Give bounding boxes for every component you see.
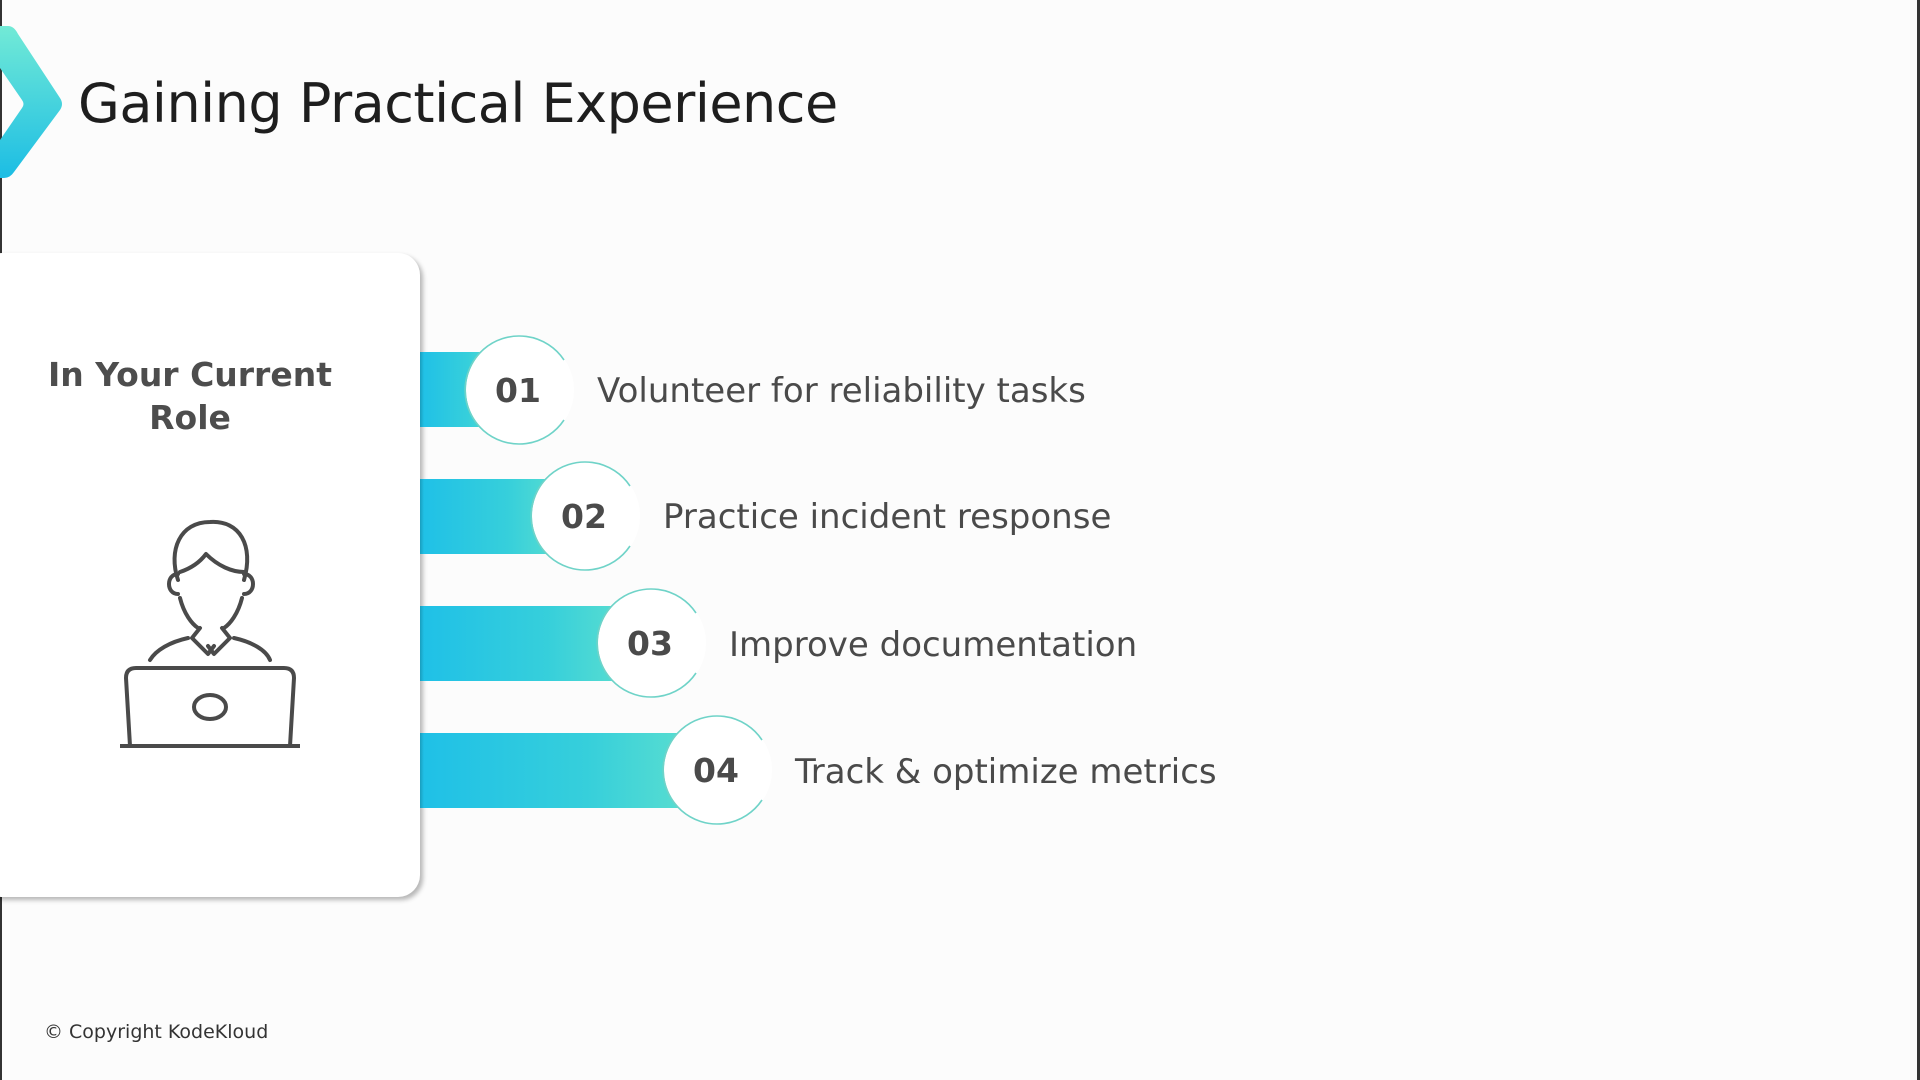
person-at-laptop-icon [120,519,300,750]
item-number-badge-01: 01 [464,335,574,445]
circle-outline-icon [596,588,697,698]
item-number-badge-02: 02 [530,461,640,571]
item-number-badge-04: 04 [662,715,772,825]
item-bar-04 [420,733,698,808]
circle-outline-icon [530,461,631,571]
copyright-footer: © Copyright KodeKloud [44,1021,269,1043]
circle-outline-icon [662,715,763,825]
item-label: Track & optimize metrics [795,752,1217,792]
item-number: 01 [495,370,541,410]
item-number: 03 [627,623,673,663]
item-number: 02 [561,496,607,536]
chevron-right-icon [0,26,62,178]
circle-outline-icon [464,335,565,445]
current-role-card: In Your Current Role [0,253,420,897]
item-number-badge-03: 03 [596,588,706,698]
card-title: In Your Current Role [48,355,332,437]
item-label: Practice incident response [663,497,1112,537]
item-label: Improve documentation [729,625,1138,665]
item-label: Volunteer for reliability tasks [597,371,1086,411]
item-number: 04 [693,750,739,790]
page-title: Gaining Practical Experience [78,72,838,135]
